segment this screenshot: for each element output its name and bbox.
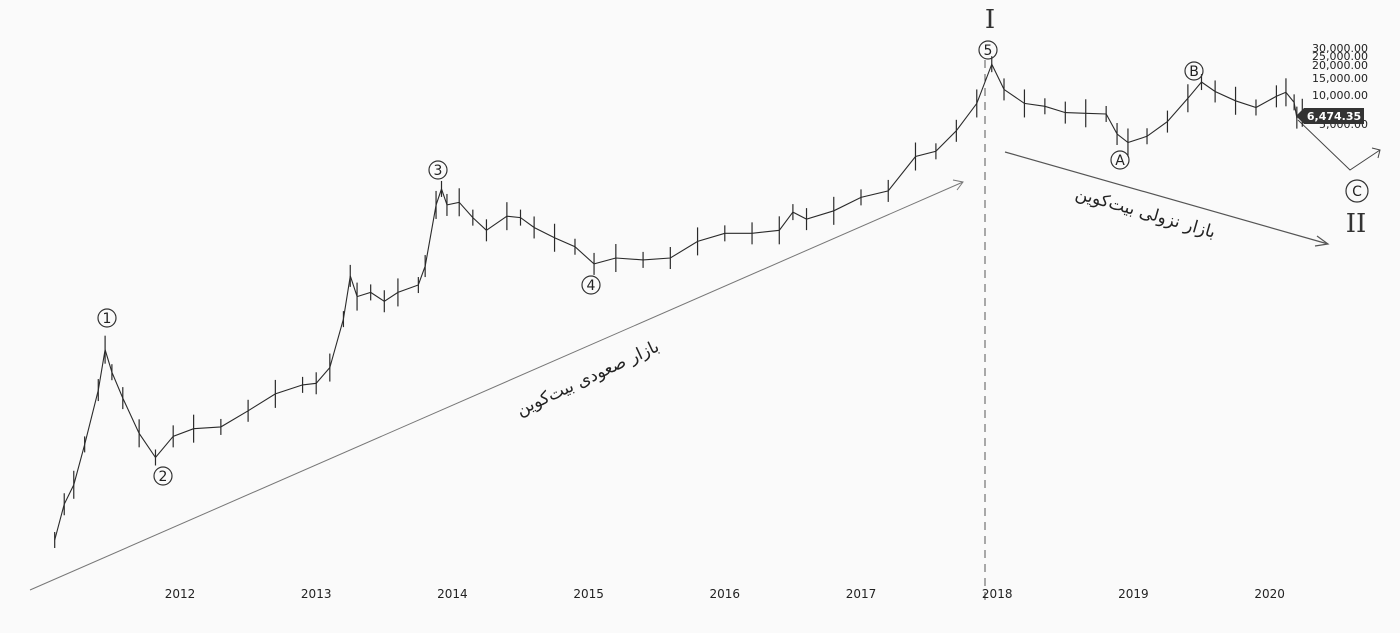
wave-label-1: 1 (97, 308, 117, 328)
y-tick-label: 20,000.00 (1312, 59, 1368, 72)
y-tick-label: 10,000.00 (1312, 89, 1368, 102)
current-price-tag: 6,474.35 (1296, 108, 1364, 124)
y-tick-label: 30,000.00 (1312, 42, 1368, 55)
svg-text:4: 4 (587, 278, 596, 294)
svg-text:5: 5 (984, 43, 993, 59)
wave-label-4: 4 (581, 275, 601, 295)
svg-text:B: B (1189, 64, 1199, 80)
wave-label-b: B (1184, 61, 1204, 81)
x-axis: 2012 2013 2014 2015 2016 2017 2018 2019 2020 (165, 587, 1285, 601)
wave-label-a: A (1110, 150, 1130, 170)
wave-label-3: 3 (428, 160, 448, 180)
wave-label-c: C (1345, 179, 1369, 203)
bull-trend-arrow (29, 179, 964, 591)
wave-labels: 1 2 3 4 5 A B C (97, 40, 1369, 486)
current-price-value: 6,474.35 (1307, 110, 1361, 123)
svg-text:3: 3 (434, 163, 443, 179)
x-tick-label: 2013 (301, 587, 332, 601)
price-line (54, 62, 1303, 541)
y-tick-label: 25,000.00 (1312, 50, 1368, 63)
wave-label-5: 5 (978, 40, 998, 60)
bear-trend-arrow (1004, 151, 1330, 247)
y-tick-label: 15,000.00 (1312, 72, 1368, 85)
svg-text:C: C (1352, 184, 1362, 200)
price-series (54, 56, 1303, 548)
degree-label-ii: II (1346, 209, 1367, 239)
x-tick-label: 2020 (1254, 587, 1285, 601)
x-tick-label: 2017 (846, 587, 877, 601)
wave-label-2: 2 (153, 466, 173, 486)
x-tick-label: 2012 (165, 587, 196, 601)
wave-c-projection (1297, 119, 1381, 171)
svg-text:A: A (1115, 153, 1125, 169)
svg-text:1: 1 (103, 311, 112, 327)
x-tick-label: 2015 (573, 587, 604, 601)
x-tick-label: 2016 (710, 587, 741, 601)
bull-market-annotation: بازار صعودی بیت‌کوین (513, 337, 662, 421)
x-tick-label: 2014 (437, 587, 468, 601)
degree-label-i: I (985, 5, 995, 35)
x-tick-label: 2019 (1118, 587, 1149, 601)
svg-text:2: 2 (159, 469, 168, 485)
x-tick-label: 2018 (982, 587, 1013, 601)
